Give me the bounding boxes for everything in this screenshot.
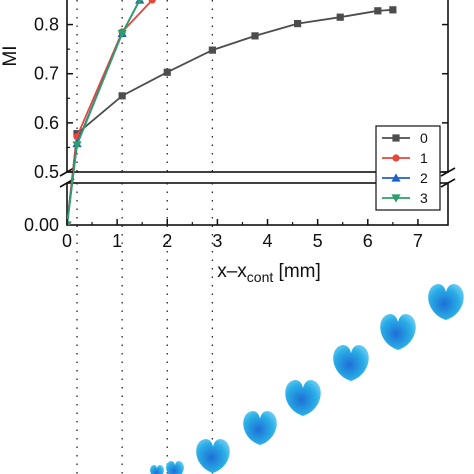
data-point bbox=[118, 92, 126, 100]
series-2 bbox=[67, 0, 145, 225]
x-tick-label: 1 bbox=[112, 231, 122, 251]
data-point bbox=[374, 7, 382, 15]
series-0 bbox=[67, 6, 397, 225]
axes-layer: 0 1 2 3 4 5 6 7 0.5 0.6 0.7 0.8 0.00 bbox=[24, 15, 448, 251]
data-point bbox=[389, 6, 397, 14]
legend-label: 1 bbox=[420, 150, 428, 166]
legend-label: 3 bbox=[420, 190, 428, 206]
data-point bbox=[294, 19, 302, 28]
x-tick-label: 0 bbox=[62, 231, 72, 251]
bubble-shape bbox=[243, 411, 277, 445]
data-point bbox=[251, 32, 259, 40]
x-axis-title-subscript: cont bbox=[247, 269, 274, 285]
x-tick-label: 4 bbox=[263, 231, 273, 251]
x-axis-title-main: x–x bbox=[217, 261, 247, 282]
legend-swatch-marker bbox=[391, 194, 401, 203]
legend-label: 2 bbox=[420, 170, 428, 186]
data-point bbox=[137, 0, 143, 5]
x-tick-label: 3 bbox=[212, 231, 222, 251]
y-tick-label: 0.00 bbox=[24, 215, 59, 235]
series-line bbox=[67, 0, 153, 225]
lower-panel-frame bbox=[66, 182, 449, 226]
data-point bbox=[163, 68, 171, 76]
axis-break-gap-left bbox=[59, 173, 75, 182]
legend-box bbox=[375, 125, 441, 211]
series-3 bbox=[67, 0, 143, 225]
legend-swatch-marker bbox=[392, 154, 400, 162]
bubble-shape bbox=[166, 461, 184, 474]
legend-swatch-marker bbox=[391, 173, 401, 182]
data-point bbox=[72, 141, 82, 150]
series-layer bbox=[67, 0, 397, 225]
axis-break-gap-right bbox=[440, 173, 456, 182]
bubble-shape bbox=[196, 439, 230, 473]
data-point bbox=[336, 13, 344, 21]
series-line bbox=[67, 8, 393, 225]
bubble-shape bbox=[333, 345, 369, 381]
legend: 0 1 2 3 bbox=[375, 125, 441, 211]
vertical-reference-lines bbox=[76, 0, 214, 474]
bubble-shape bbox=[380, 314, 416, 350]
y-axis-title: MI bbox=[0, 45, 21, 66]
data-point bbox=[208, 46, 216, 54]
x-tick-label: 2 bbox=[162, 231, 172, 251]
data-point bbox=[117, 29, 127, 39]
y-tick-label: 0.6 bbox=[34, 113, 59, 133]
legend-swatch-marker bbox=[392, 134, 400, 142]
data-point bbox=[148, 0, 156, 4]
legend-label: 0 bbox=[420, 130, 428, 146]
y-tick-label: 0.7 bbox=[34, 64, 59, 84]
x-axis-title: x–xcont [mm] bbox=[217, 261, 321, 285]
bubble-shape bbox=[428, 284, 464, 320]
y-tick-label: 0.8 bbox=[34, 15, 59, 35]
x-tick-label: 5 bbox=[313, 231, 323, 251]
x-tick-label: 6 bbox=[363, 231, 373, 251]
bubble-shape bbox=[285, 380, 321, 416]
upper-panel-frame bbox=[66, 0, 449, 173]
bubble-sequence bbox=[150, 284, 464, 474]
data-point bbox=[67, 221, 72, 225]
bubble-shape bbox=[150, 465, 164, 474]
x-tick-label: 7 bbox=[413, 231, 423, 251]
series-line bbox=[67, 0, 141, 225]
axis-break-mark bbox=[440, 178, 456, 188]
x-axis-title-unit: [mm] bbox=[273, 261, 321, 282]
y-tick-label: 0.5 bbox=[34, 162, 59, 182]
